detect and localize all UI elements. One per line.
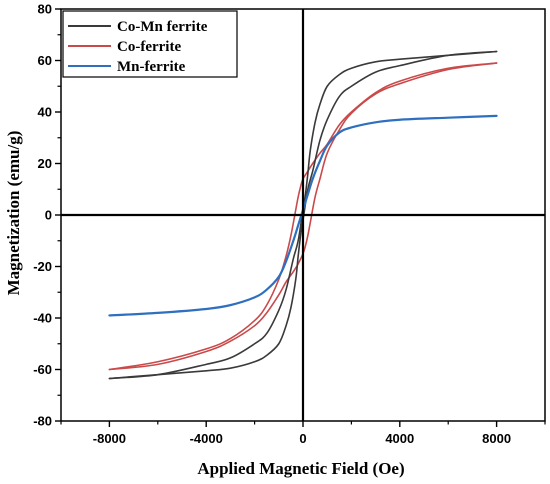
x-tick-label: 4000 — [385, 431, 414, 446]
legend-label: Mn-ferrite — [117, 59, 186, 75]
x-tick-label: -4000 — [190, 431, 223, 446]
legend-label: Co-Mn ferrite — [117, 19, 208, 35]
x-tick-label: -8000 — [93, 431, 126, 446]
x-axis-title: Applied Magnetic Field (Oe) — [197, 459, 404, 478]
legend: Co-Mn ferrite Co-ferrite Mn-ferrite — [62, 10, 238, 78]
y-tick-label: 40 — [38, 105, 52, 120]
ticks-layer: -8000 -4000 0 4000 8000 -80 -60 -40 -20 0 20 40 60 80 — [33, 2, 546, 446]
y-tick-label: 60 — [38, 53, 52, 68]
legend-box — [62, 10, 238, 78]
y-tick-label: 20 — [38, 156, 52, 171]
y-tick-label: 80 — [38, 2, 52, 17]
series-co-ferrite-lower-branch — [108, 62, 498, 371]
x-tick-label: 8000 — [482, 431, 511, 446]
y-axis-title: Magnetization (emu/g) — [4, 131, 23, 296]
y-tick-label: 0 — [45, 208, 52, 223]
y-tick-label: -20 — [33, 259, 52, 274]
y-tick-label: -80 — [33, 414, 52, 429]
x-tick-label: 0 — [299, 431, 306, 446]
legend-label: Co-ferrite — [117, 39, 181, 55]
series-co-mn-ferrite-lower-branch — [108, 50, 498, 380]
y-tick-label: -40 — [33, 311, 52, 326]
series-co-mn-ferrite-upper-branch — [108, 50, 498, 380]
y-tick-label: -60 — [33, 362, 52, 377]
